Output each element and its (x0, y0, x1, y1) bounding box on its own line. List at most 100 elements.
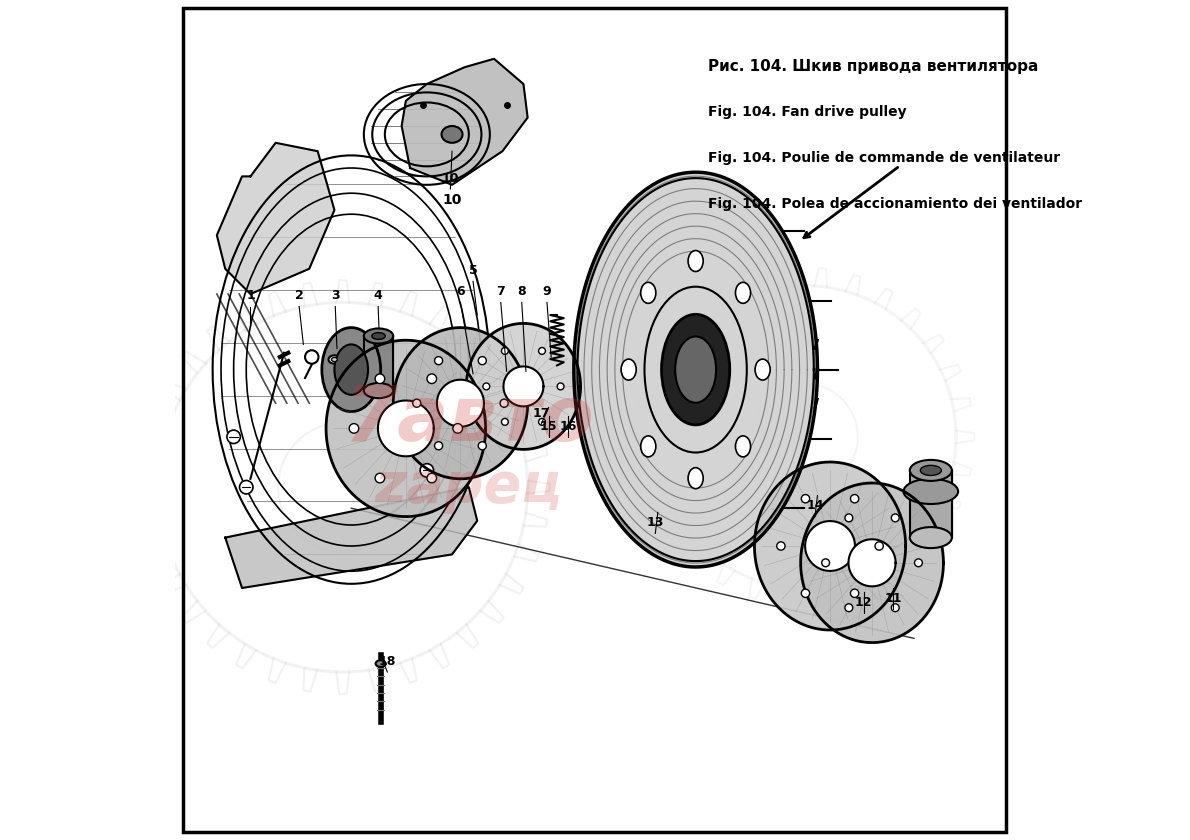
Text: Рис. 104. Шкив привода вентилятора: Рис. 104. Шкив привода вентилятора (708, 59, 1039, 74)
Polygon shape (754, 462, 906, 630)
Ellipse shape (662, 314, 729, 425)
Polygon shape (806, 521, 854, 571)
Circle shape (891, 514, 900, 522)
Ellipse shape (640, 436, 656, 457)
Circle shape (501, 348, 508, 354)
Ellipse shape (688, 250, 703, 271)
Circle shape (349, 423, 358, 433)
Text: 5: 5 (469, 265, 477, 277)
Ellipse shape (371, 333, 386, 339)
Text: zapец: zapец (375, 460, 563, 514)
Circle shape (801, 589, 809, 597)
Text: 3: 3 (331, 290, 339, 302)
Text: Fig. 104. Fan drive pulley: Fig. 104. Fan drive pulley (708, 105, 907, 119)
Circle shape (227, 430, 240, 444)
Ellipse shape (756, 359, 770, 380)
Polygon shape (382, 405, 430, 452)
Ellipse shape (735, 282, 751, 303)
Circle shape (891, 604, 900, 612)
Polygon shape (801, 483, 944, 643)
Ellipse shape (903, 479, 958, 504)
Circle shape (420, 464, 433, 477)
Polygon shape (378, 401, 434, 456)
Ellipse shape (376, 660, 386, 667)
Text: 8: 8 (518, 286, 526, 298)
Polygon shape (503, 366, 544, 407)
Circle shape (801, 495, 809, 503)
Text: 17: 17 (532, 407, 550, 420)
Circle shape (845, 604, 853, 612)
Text: 16: 16 (559, 420, 577, 433)
Text: 9: 9 (543, 286, 551, 298)
Circle shape (501, 418, 508, 425)
Circle shape (875, 542, 883, 550)
Circle shape (434, 357, 443, 365)
Ellipse shape (321, 328, 381, 412)
Circle shape (413, 399, 421, 407)
Ellipse shape (688, 468, 703, 489)
Polygon shape (466, 323, 581, 449)
Text: Fig. 104. Polea de accionamiento dei ventilador: Fig. 104. Polea de accionamiento dei ven… (708, 197, 1083, 212)
Circle shape (822, 559, 829, 567)
Polygon shape (440, 383, 481, 423)
Polygon shape (364, 336, 393, 391)
Text: 10: 10 (443, 193, 462, 207)
Ellipse shape (675, 337, 716, 402)
Circle shape (427, 473, 437, 483)
Ellipse shape (640, 282, 656, 303)
Circle shape (851, 495, 859, 503)
Circle shape (845, 514, 853, 522)
Circle shape (478, 442, 487, 449)
Polygon shape (852, 543, 892, 583)
Polygon shape (848, 539, 896, 586)
Circle shape (434, 442, 443, 449)
Ellipse shape (735, 436, 751, 457)
Ellipse shape (364, 383, 393, 398)
Text: 12: 12 (854, 596, 872, 609)
Ellipse shape (910, 460, 952, 480)
Circle shape (851, 589, 859, 597)
Polygon shape (225, 487, 477, 588)
Text: Fig. 104. Poulie de commande de ventilateur: Fig. 104. Poulie de commande de ventilat… (708, 151, 1060, 165)
Text: 2: 2 (295, 290, 303, 302)
Polygon shape (326, 340, 486, 517)
Circle shape (557, 383, 564, 390)
Text: 10: 10 (441, 172, 459, 185)
Circle shape (239, 480, 253, 494)
Circle shape (453, 423, 463, 433)
Ellipse shape (621, 359, 637, 380)
Ellipse shape (441, 126, 463, 143)
Text: 4: 4 (374, 290, 382, 302)
Circle shape (483, 383, 490, 390)
Circle shape (777, 542, 785, 550)
Circle shape (478, 357, 487, 365)
Polygon shape (506, 370, 540, 403)
Circle shape (305, 350, 319, 364)
Text: 7: 7 (496, 286, 505, 298)
Ellipse shape (920, 465, 941, 475)
Polygon shape (809, 525, 851, 567)
Text: 18: 18 (378, 655, 396, 668)
Ellipse shape (328, 355, 340, 364)
Text: 15: 15 (540, 420, 557, 433)
Circle shape (539, 348, 545, 354)
Text: 13: 13 (646, 517, 664, 529)
Circle shape (500, 399, 508, 407)
Text: 6: 6 (456, 286, 465, 298)
Ellipse shape (332, 358, 338, 362)
Circle shape (375, 374, 384, 384)
Polygon shape (574, 172, 818, 567)
Text: 14: 14 (806, 500, 823, 512)
Polygon shape (217, 143, 334, 294)
Circle shape (416, 413, 430, 427)
Polygon shape (437, 380, 484, 427)
Circle shape (375, 473, 384, 483)
Text: 7авто: 7авто (344, 383, 594, 457)
Polygon shape (910, 470, 952, 538)
Circle shape (915, 559, 922, 567)
Ellipse shape (334, 344, 368, 395)
Ellipse shape (910, 528, 952, 549)
Circle shape (539, 418, 545, 425)
Polygon shape (393, 328, 527, 479)
Text: 11: 11 (884, 592, 902, 605)
